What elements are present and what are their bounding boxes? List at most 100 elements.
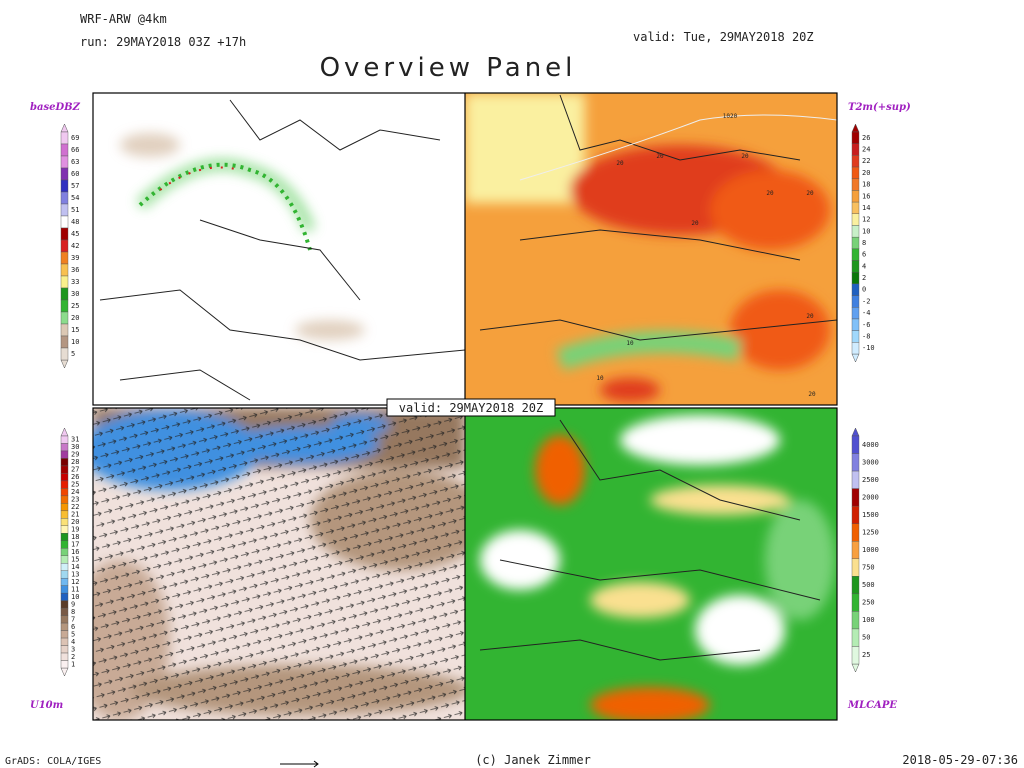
colorbar-segment (60, 287, 69, 301)
colorbar-segment (60, 311, 69, 325)
colorbar-segment (60, 179, 69, 193)
colorbar-tick-label: 0 (862, 286, 866, 294)
colorbar-tick-label: 25 (71, 481, 79, 489)
colorbar-segment (60, 155, 69, 169)
colorbar-segment (60, 525, 69, 534)
colorbar-segment (60, 191, 69, 205)
colorbar-tick-label: 19 (71, 526, 79, 534)
colorbar-tick-label: 250 (862, 599, 875, 607)
colorbar-tick-label: -10 (862, 344, 875, 352)
colorbar-tick-label: 4000 (862, 441, 879, 449)
map-contour-label: 20 (806, 190, 814, 197)
colorbar-tick-label: 13 (71, 570, 79, 578)
reference-arrow (280, 760, 319, 768)
colorbar-tick-label: 100 (862, 616, 875, 624)
colorbar-tick-label: 27 (71, 466, 79, 474)
colorbar-segment (60, 555, 69, 564)
colorbar-segment (851, 523, 860, 542)
colorbar-tick-label: 18 (862, 181, 870, 189)
colorbar-segment (60, 203, 69, 217)
colorbar-tick-label: 1500 (862, 511, 879, 519)
colorbar-segment (851, 283, 860, 296)
colorbar-tick-label: 18 (71, 533, 79, 541)
map-contour-label: 1020 (723, 113, 738, 120)
colorbar-segment (851, 295, 860, 308)
colorbar-tick-label: 5 (71, 350, 75, 358)
colorbar-tick-label: 7 (71, 615, 75, 623)
colorbar-tick-label: 39 (71, 254, 79, 262)
colorbar-segment (851, 488, 860, 507)
colorbar-tick-label: 15 (71, 555, 79, 563)
colorbar-segment (851, 342, 860, 355)
colorbar-tick-label: 69 (71, 134, 79, 142)
colorbar-segment (60, 510, 69, 519)
colorbar-segment (851, 225, 860, 238)
colorbar-segment (60, 227, 69, 241)
colorbar-tick-label: 50 (862, 634, 870, 642)
colorbar-tick-label: 4 (862, 262, 866, 270)
colorbar-segment (60, 465, 69, 474)
colorbar-tick-label: 5 (71, 630, 75, 638)
colorbar-segment (851, 453, 860, 472)
colorbar-segment (851, 505, 860, 524)
colorbar-segment (60, 607, 69, 616)
colorbar-tick-label: -2 (862, 297, 870, 305)
colorbar-cap (851, 663, 860, 673)
valid-box (386, 398, 556, 417)
colorbar-tick-label: 2 (862, 274, 866, 282)
colorbar-segment (60, 615, 69, 624)
colorbar-tick-label: 54 (71, 194, 79, 202)
colorbars: baseDBZ696663605754514845423936333025201… (30, 102, 911, 711)
colorbar-tick-label: 45 (71, 230, 79, 238)
colorbar-tick-label: 3000 (862, 458, 879, 466)
colorbar-segment (851, 236, 860, 250)
colorbar-segment (60, 630, 69, 639)
colorbar-tick-label: 57 (71, 182, 79, 190)
colorbar-segment (851, 155, 860, 168)
colorbar-tick-label: 20 (71, 314, 79, 322)
colorbar-tick-label: 11 (71, 585, 79, 593)
colorbar-tick-label: 14 (862, 204, 870, 212)
colorbar-segment (60, 645, 69, 654)
colorbar-segment (60, 299, 69, 313)
colorbar-tick-label: 23 (71, 496, 79, 504)
colorbar-segment (60, 239, 69, 253)
colorbar-tick-label: -8 (862, 332, 870, 340)
colorbar-segment (60, 450, 69, 459)
colorbar-segment (60, 585, 69, 594)
colorbar-tick-label: 26 (71, 473, 79, 481)
colorbar-cap (60, 667, 69, 677)
colorbar-cap (60, 427, 69, 437)
colorbar-segment (851, 593, 860, 612)
colorbar-tick-label: 30 (71, 290, 79, 298)
colorbar-segment (851, 178, 860, 191)
colorbar-tick-label: 3 (71, 645, 75, 653)
colorbar-tick-label: 500 (862, 581, 875, 589)
colorbar-segment (851, 470, 860, 489)
colorbar-segment (60, 577, 69, 586)
colorbar-tick-label: 31 (71, 436, 79, 444)
colorbar-tick-label: -4 (862, 309, 870, 317)
colorbar-segment (60, 495, 69, 504)
footer-left: GrADS: COLA/IGES (5, 756, 101, 767)
colorbar-tick-label: 21 (71, 511, 79, 519)
colorbar-segment (60, 473, 69, 482)
colorbar-tick-label: 17 (71, 541, 79, 549)
map-contour-label: 20 (806, 313, 814, 320)
colorbar-tick-label: 25 (71, 302, 79, 310)
footer-center: (c) Janek Zimmer (475, 753, 591, 767)
colorbar-tick-label: 12 (71, 578, 79, 586)
colorbar-segment (851, 435, 860, 454)
colorbar-segment (60, 533, 69, 541)
colorbar-cap (851, 123, 860, 133)
colorbar-tick-label: 29 (71, 451, 79, 459)
colorbar-label: MLCAPE (847, 700, 897, 711)
colorbar-segment (60, 540, 69, 549)
colorbar-segment (60, 600, 69, 609)
colorbar-segment (851, 330, 860, 343)
colorbar-tick-label: 26 (862, 134, 870, 142)
colorbar-label: T2m(+sup) (848, 102, 911, 113)
valid-box-label: valid: 29MAY2018 20Z (399, 401, 544, 415)
colorbar-tick-label: 9 (71, 600, 75, 608)
colorbar-segment (60, 275, 69, 289)
